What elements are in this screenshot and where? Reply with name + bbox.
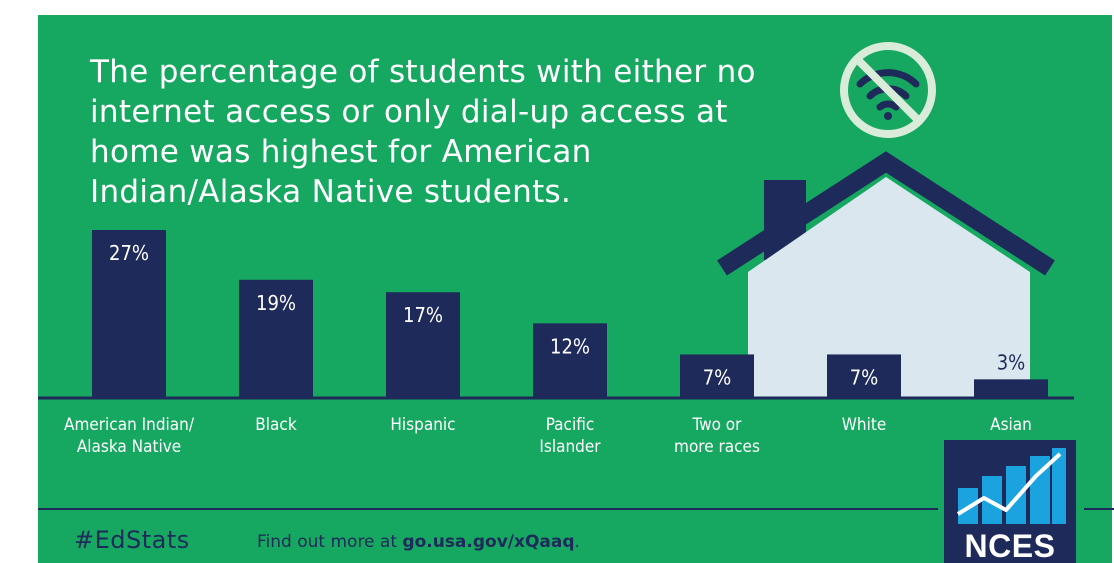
headline: The percentage of students with either n… — [90, 54, 756, 210]
bar-value-label: 12% — [550, 334, 590, 358]
house-body — [748, 177, 1030, 398]
nces-logo[interactable]: NCES — [944, 440, 1076, 563]
category-label: White — [842, 415, 886, 435]
house-roof — [717, 151, 1055, 276]
category-label: American Indian/ — [64, 415, 195, 435]
more-info-link[interactable]: go.usa.gov/xQaaq — [402, 532, 575, 552]
bar-value-label: 3% — [997, 350, 1026, 374]
category-label: Two or — [692, 415, 743, 435]
category-label: Pacific — [546, 415, 595, 435]
bars-layer: 27% American Indian/Alaska Native 19% Black… — [64, 230, 1048, 457]
bar-value-label: 27% — [109, 241, 149, 265]
category-label: more races — [674, 437, 760, 457]
bar — [386, 292, 460, 398]
bar — [680, 354, 754, 398]
no-wifi-icon — [840, 42, 936, 138]
more-info-prefix: Find out more at — [257, 532, 403, 552]
footer-divider — [38, 508, 938, 510]
bar — [827, 354, 901, 398]
more-info-suffix: . — [574, 532, 580, 552]
bar — [239, 279, 313, 398]
category-label: Asian — [990, 415, 1032, 435]
category-label: Islander — [539, 437, 601, 457]
category-label: Alaska Native — [77, 437, 181, 457]
bar-value-label: 7% — [703, 365, 732, 389]
nces-logo-text: NCES — [964, 528, 1056, 563]
category-label: Black — [255, 415, 297, 435]
nces-chart-icon — [956, 448, 1066, 524]
footer-divider-right — [1084, 508, 1114, 510]
bar — [974, 379, 1048, 398]
bar-value-label: 19% — [256, 291, 296, 315]
bar — [92, 230, 166, 398]
bar-value-label: 17% — [403, 303, 443, 327]
bar-value-label: 7% — [850, 365, 879, 389]
category-label: Hispanic — [390, 415, 455, 435]
house-illustration — [717, 151, 1055, 398]
bar — [533, 323, 607, 398]
hashtag: #EdStats — [74, 526, 190, 554]
more-info-text: Find out more at go.usa.gov/xQaaq. — [257, 532, 580, 552]
